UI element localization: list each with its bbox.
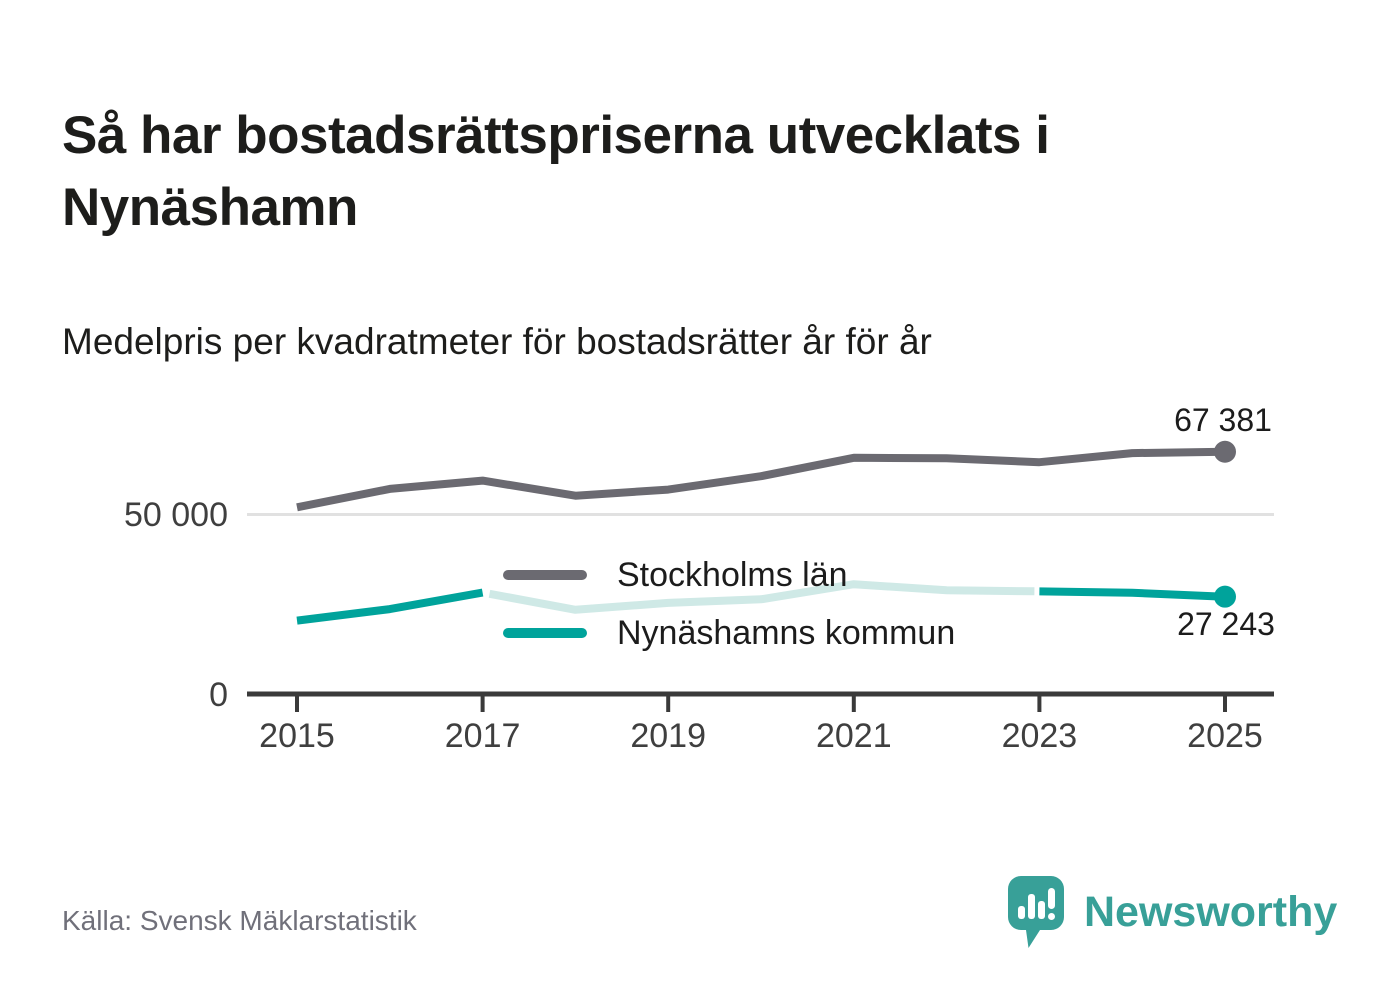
legend-swatch-teal	[503, 628, 587, 638]
x-axis-tick-label-2021: 2021	[815, 717, 892, 755]
legend-item-nynashamns-kommun: Nynäshamns kommun	[503, 610, 955, 656]
legend-swatch-gray	[503, 570, 587, 580]
series-1-line-start	[296, 588, 484, 625]
source-credit: Källa: Svensk Mäklarstatistik	[62, 905, 417, 936]
series-1-line-end	[1039, 587, 1226, 601]
series-1-muted-line	[488, 580, 1035, 614]
series-0-line	[296, 447, 1226, 512]
legend-label: Stockholms län	[617, 555, 848, 594]
end-value-label-stockholms-lan: 67 381	[1174, 402, 1272, 438]
legend-label: Nynäshamns kommun	[617, 613, 956, 652]
legend: Stockholms län Nynäshamns kommun	[503, 552, 955, 656]
chart-canvas	[247, 440, 1274, 712]
brand-wordmark: Newsworthy	[1084, 888, 1338, 936]
series-1-end-dot	[1214, 585, 1236, 608]
x-axis-tick-label-2025: 2025	[1187, 717, 1263, 755]
y-axis-tick-label-0: 0	[209, 676, 228, 714]
page-title: Så har bostadsrättspriserna utvecklats i…	[62, 105, 1050, 237]
end-value-label-nynashamns-kommun: 27 243	[1177, 606, 1275, 642]
series-0-end-dot	[1214, 440, 1236, 463]
x-axis-tick-label-2015: 2015	[259, 717, 335, 755]
brand-logo: Newsworthy	[1008, 876, 1337, 950]
x-axis-tick-label-2019: 2019	[630, 717, 706, 755]
x-axis-tick-label-2023: 2023	[1001, 717, 1078, 755]
chart-subtitle: Medelpris per kvadratmeter för bostadsrä…	[62, 321, 932, 362]
legend-item-stockholms-lan: Stockholms län	[503, 552, 955, 598]
newsworthy-bubble-icon	[1008, 876, 1064, 948]
x-axis-tick-label-2017: 2017	[444, 717, 521, 755]
y-axis-tick-label-50000: 50 000	[124, 496, 228, 534]
